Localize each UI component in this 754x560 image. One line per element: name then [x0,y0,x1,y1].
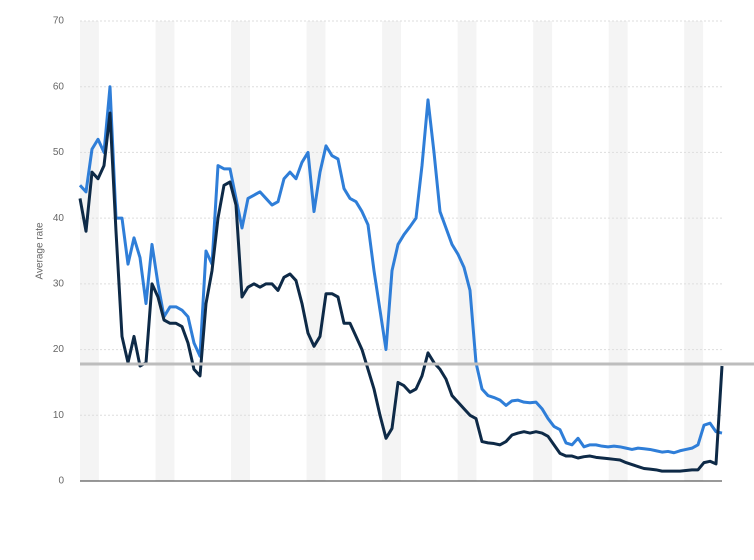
background-band [155,21,175,481]
background-band [382,21,401,481]
background-band [457,21,477,481]
background-band [684,21,704,481]
y-tick-label: 70 [53,16,65,27]
y-tick-label: 60 [53,81,65,92]
background-band [306,21,326,481]
background-band [533,21,553,481]
background-band [608,21,628,481]
y-tick-label: 40 [53,213,65,224]
y-tick-label: 10 [53,410,65,421]
y-axis-label: Average rate [35,222,46,280]
line-series [78,85,723,455]
line-series [78,111,724,473]
y-tick-label: 0 [58,476,64,487]
y-tick-label: 30 [53,278,65,289]
y-tick-label: 50 [53,147,65,158]
y-tick-label: 20 [53,344,65,355]
background-band [80,21,99,481]
